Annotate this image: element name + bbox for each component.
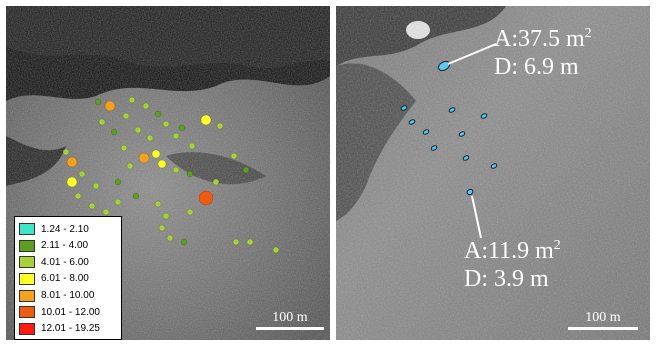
boulder-marker	[92, 182, 100, 190]
boulder-marker	[132, 192, 140, 200]
boulder-marker	[157, 159, 167, 169]
legend-swatch	[19, 322, 35, 335]
scale-line	[568, 327, 638, 330]
boulder-marker	[198, 190, 214, 206]
boulder-marker	[166, 234, 174, 242]
boulder-marker	[178, 124, 186, 132]
legend-label: 12.01 - 19.25	[41, 323, 100, 335]
boulder-marker	[216, 122, 224, 130]
boulder-marker	[114, 198, 122, 206]
boulder-marker	[151, 149, 161, 159]
legend-item: 1.24 - 2.10	[19, 221, 117, 238]
legend-item: 8.01 - 10.00	[19, 287, 117, 304]
highlighted-boulder	[430, 145, 438, 151]
boulder-marker	[120, 144, 128, 152]
legend-label: 4.01 - 6.00	[41, 256, 89, 268]
legend-label: 6.01 - 8.00	[41, 273, 89, 285]
boulder-marker	[272, 246, 280, 254]
boulder-marker	[212, 178, 220, 186]
boulder-marker	[138, 152, 150, 164]
boulder-marker	[98, 118, 106, 126]
boulder-marker	[94, 98, 102, 106]
legend-swatch	[19, 239, 35, 252]
boulder-marker	[242, 166, 250, 174]
boulder-size-map-panel: 1.24 - 2.10 2.11 - 4.00 4.01 - 6.00 6.01…	[6, 6, 330, 340]
boulder-marker	[186, 170, 194, 178]
legend-item: 6.01 - 8.00	[19, 271, 117, 288]
boulder-marker	[126, 162, 134, 170]
boulder-marker	[154, 110, 162, 118]
boulder-marker	[114, 178, 122, 186]
highlighted-boulder	[408, 119, 416, 125]
boulder-marker	[162, 212, 170, 220]
boulder-marker	[142, 102, 150, 110]
boulder-marker	[146, 134, 154, 142]
boulder-marker	[158, 224, 166, 232]
legend-item: 10.01 - 12.00	[19, 304, 117, 321]
annotation-top: A:37.5 m2 D: 6.9 m	[494, 20, 592, 81]
highlighted-boulder	[462, 155, 470, 161]
legend-item: 2.11 - 4.00	[19, 237, 117, 254]
scale-bar-right: 100 m	[568, 310, 638, 330]
boulder-marker	[66, 176, 78, 188]
legend: 1.24 - 2.10 2.11 - 4.00 4.01 - 6.00 6.01…	[14, 215, 122, 340]
boulder-marker	[88, 202, 96, 210]
highlighted-boulder	[400, 105, 408, 111]
highlighted-boulder	[448, 107, 456, 113]
highlighted-boulder	[490, 163, 498, 169]
annotation-area: A:37.5 m2	[494, 26, 592, 52]
terrain-image-left	[6, 6, 330, 340]
boulder-marker	[162, 120, 170, 128]
boulder-marker	[78, 170, 86, 178]
highlighted-boulder	[466, 188, 474, 196]
boulder-marker	[74, 192, 82, 200]
leader-line-top	[447, 43, 497, 65]
boulder-marker	[172, 166, 180, 174]
highlighted-boulder	[422, 129, 430, 135]
legend-swatch	[19, 256, 35, 269]
boulder-marker	[62, 148, 70, 156]
boulder-marker	[128, 96, 136, 104]
annotation-diameter: D: 6.9 m	[494, 54, 579, 80]
scale-label: 100 m	[585, 310, 621, 325]
legend-item: 12.01 - 19.25	[19, 320, 117, 337]
legend-item: 4.01 - 6.00	[19, 254, 117, 271]
boulder-marker	[104, 100, 116, 112]
annotation-diameter: D: 3.9 m	[464, 266, 549, 292]
boulder-marker	[122, 112, 130, 120]
highlighted-boulder	[480, 113, 488, 119]
legend-swatch	[19, 223, 35, 236]
boulder-marker	[180, 238, 188, 246]
legend-label: 1.24 - 2.10	[41, 223, 89, 235]
boulder-marker	[66, 156, 78, 168]
boulder-marker	[154, 200, 162, 208]
boulder-marker	[188, 142, 196, 150]
annotation-area: A:11.9 m2	[464, 238, 561, 264]
terrain-image-right	[336, 6, 650, 340]
boulder-marker	[134, 126, 142, 134]
boulder-marker	[246, 238, 254, 246]
boulder-marker	[200, 114, 212, 126]
legend-label: 10.01 - 12.00	[41, 306, 100, 318]
close-up-panel: A:37.5 m2 D: 6.9 m A:11.9 m2 D: 3.9 m 10…	[336, 6, 650, 340]
legend-swatch	[19, 306, 35, 319]
highlighted-boulder	[458, 131, 466, 137]
legend-label: 8.01 - 10.00	[41, 290, 95, 302]
boulder-markers	[62, 96, 280, 254]
boulder-marker	[186, 208, 194, 216]
scale-label: 100 m	[272, 310, 308, 325]
legend-label: 2.11 - 4.00	[41, 240, 89, 252]
scale-bar-left: 100 m	[256, 310, 324, 330]
boulder-marker	[110, 128, 118, 136]
highlighted-boulders	[400, 60, 498, 196]
annotation-bottom: A:11.9 m2 D: 3.9 m	[464, 232, 561, 293]
scale-line	[256, 327, 324, 330]
legend-swatch	[19, 272, 35, 285]
leader-line-bottom	[471, 195, 482, 239]
legend-swatch	[19, 289, 35, 302]
boulder-marker	[230, 152, 238, 160]
boulder-marker	[232, 238, 240, 246]
boulder-marker	[172, 132, 180, 140]
boulder-marker	[102, 208, 110, 216]
